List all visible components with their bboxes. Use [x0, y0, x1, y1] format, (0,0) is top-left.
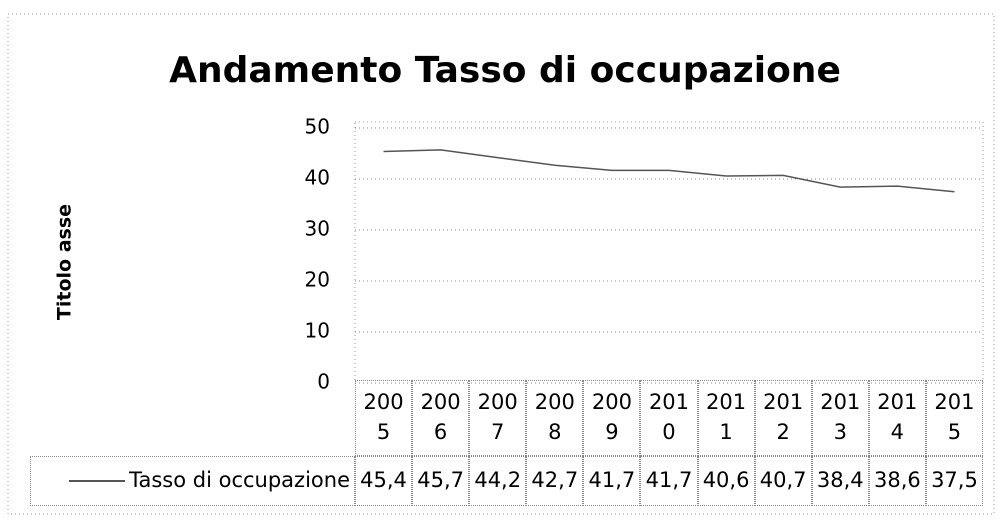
legend-label: Tasso di occupazione [129, 468, 350, 492]
chart-title: Andamento Tasso di occupazione [169, 50, 841, 91]
data-cell: 44,2 [469, 456, 527, 506]
category-cell: 2006 [412, 380, 470, 456]
y-tick-label: 40 [305, 166, 330, 190]
line-series [383, 149, 955, 193]
data-cell: 45,4 [355, 456, 413, 506]
category-cell: 2005 [355, 380, 413, 456]
data-cell: 40,6 [697, 456, 755, 506]
category-cell: 2015 [925, 380, 983, 456]
category-cell: 2008 [526, 380, 584, 456]
category-cell: 2013 [811, 380, 869, 456]
y-tick-label: 30 [305, 217, 330, 241]
plot-area [354, 121, 984, 384]
y-axis-title: Titolo asse [54, 204, 76, 320]
category-cell: 2012 [754, 380, 812, 456]
data-cell: 38,6 [868, 456, 926, 506]
data-cell: 41,7 [583, 456, 641, 506]
category-cell: 2014 [868, 380, 926, 456]
category-cell: 2010 [640, 380, 698, 456]
chart-border [7, 13, 995, 515]
data-cell: 45,7 [412, 456, 470, 506]
category-cell: 2011 [697, 380, 755, 456]
data-cell: 37,5 [925, 456, 983, 506]
category-cell: 2009 [583, 380, 641, 456]
category-cell: 2007 [469, 380, 527, 456]
legend-cell: Tasso di occupazione [30, 456, 355, 506]
data-cell: 42,7 [526, 456, 584, 506]
data-cell: 40,7 [754, 456, 812, 506]
y-tick-label: 20 [305, 268, 330, 292]
data-cell: 38,4 [811, 456, 869, 506]
legend-key [69, 480, 126, 482]
y-tick-label: 10 [305, 319, 330, 343]
y-tick-label: 0 [317, 370, 330, 394]
data-cell: 41,7 [640, 456, 698, 506]
y-tick-label: 50 [305, 115, 330, 139]
